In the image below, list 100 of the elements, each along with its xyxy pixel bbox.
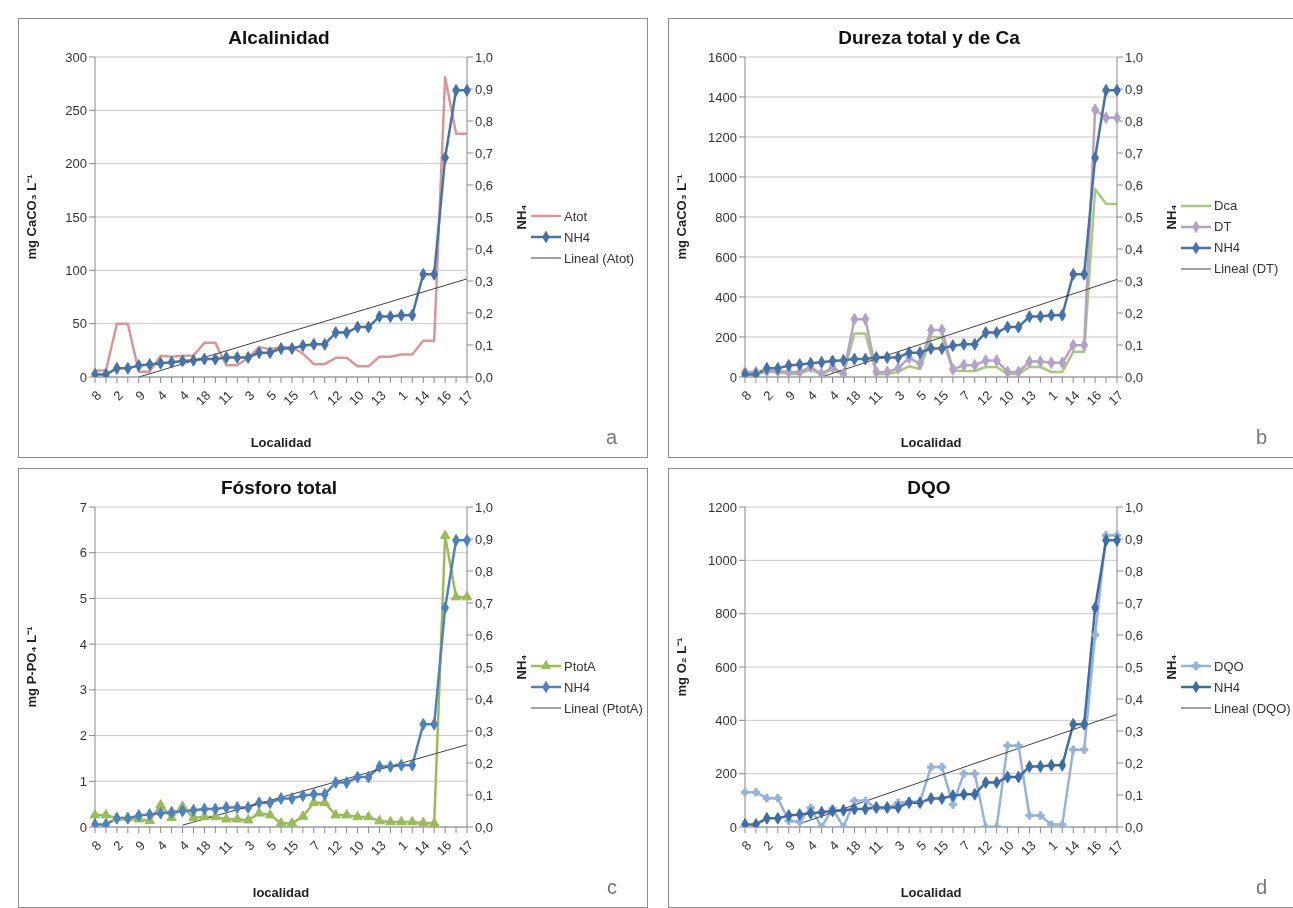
- y2-tick-label: 1,0: [475, 49, 494, 65]
- x-tick-label: 1: [1044, 837, 1061, 854]
- y2-tick-label: 0,4: [1125, 241, 1144, 257]
- y-tick-label: 3: [79, 682, 87, 698]
- text: d: [1255, 876, 1267, 899]
- x-axis-title: localidad: [252, 885, 310, 900]
- x-tick-label: 3: [241, 837, 258, 854]
- x-tick-label: 17: [455, 837, 477, 859]
- y2-tick-label: 0,3: [475, 273, 494, 289]
- y2-tick-label: 0,6: [1125, 627, 1144, 643]
- y2-tick-label: 0,2: [475, 755, 494, 771]
- y-tick-label: 600: [715, 249, 737, 265]
- chart-title: Dureza total y de Ca: [837, 27, 1021, 49]
- y-tick-label: 0: [729, 819, 737, 835]
- y-tick-label: 800: [715, 209, 737, 225]
- y2-tick-label: 0,9: [475, 81, 494, 97]
- text: a: [605, 426, 617, 449]
- y-tick-label: 5: [79, 591, 87, 607]
- x-tick-label: 1: [394, 837, 411, 854]
- x-tick-label: 12: [974, 837, 995, 859]
- y2-tick-label: 0,3: [475, 723, 494, 739]
- y2-tick-label: 0,8: [475, 113, 494, 129]
- y2-axis-title: NH₄: [513, 654, 529, 680]
- chart-title: DQO: [906, 477, 952, 499]
- y2-tick-label: 0,5: [1125, 209, 1144, 225]
- x-tick-label: 5: [913, 387, 930, 404]
- x-tick-label: 15: [280, 837, 302, 859]
- y-tick-label: 7: [79, 499, 87, 515]
- y-tick-label: 150: [65, 209, 87, 225]
- y2-tick-label: 0,3: [1125, 273, 1144, 289]
- x-tick-label: 3: [241, 387, 258, 404]
- x-tick-label: 8: [738, 387, 755, 404]
- x-tick-label: 13: [1017, 837, 1039, 859]
- y-tick-label: 6: [79, 545, 87, 561]
- legend-label: PtotA: [564, 658, 596, 674]
- chart-title: Fósforo total: [219, 477, 339, 499]
- x-tick-label: 9: [782, 387, 798, 404]
- x-tick-label: 8: [88, 387, 105, 404]
- y2-tick-label: 0,5: [475, 209, 494, 225]
- x-tick-label: 2: [760, 387, 777, 404]
- y2-tick-label: 0,7: [1125, 145, 1144, 161]
- x-tick-label: 18: [192, 387, 214, 409]
- x-tick-label: 17: [455, 387, 477, 409]
- legend-label: DT: [1214, 219, 1232, 234]
- y-tick-label: 400: [715, 289, 737, 305]
- x-tick-label: 16: [1083, 837, 1105, 859]
- x-tick-label: 15: [930, 387, 952, 409]
- y-tick-label: 200: [715, 766, 737, 782]
- legend-label: Atot: [564, 208, 588, 224]
- y-tick-label: 100: [65, 262, 87, 278]
- y-tick-label: 200: [715, 329, 737, 345]
- y-tick-label: 250: [65, 102, 87, 118]
- y2-tick-label: 0,6: [1125, 177, 1144, 193]
- y2-tick-label: 0,9: [1125, 81, 1144, 97]
- x-tick-label: 7: [957, 837, 974, 854]
- x-tick-label: 15: [280, 387, 302, 409]
- x-tick-label: 4: [154, 387, 170, 404]
- x-tick-label: 10: [995, 387, 1017, 409]
- y2-tick-label: 0,7: [475, 595, 494, 611]
- y-tick-label: 600: [715, 659, 737, 675]
- y2-tick-label: 0,9: [1125, 531, 1144, 547]
- x-tick-label: 8: [88, 837, 105, 854]
- x-tick-label: 9: [132, 387, 148, 404]
- x-tick-label: 14: [1061, 837, 1083, 859]
- x-tick-label: 12: [324, 387, 345, 409]
- y-tick-label: 0: [79, 369, 87, 385]
- legend-label: Lineal (Atot): [564, 250, 635, 266]
- x-tick-label: 4: [826, 387, 842, 404]
- x-tick-label: 16: [433, 387, 455, 409]
- x-tick-label: 2: [760, 837, 777, 854]
- x-tick-label: 18: [842, 837, 864, 859]
- y2-tick-label: 0,2: [475, 305, 494, 321]
- x-tick-label: 10: [345, 387, 367, 409]
- x-tick-label: 11: [215, 837, 236, 858]
- legend-label: Dca: [1214, 198, 1238, 213]
- y2-tick-label: 0,4: [1125, 691, 1144, 707]
- y-tick-label: 400: [715, 712, 737, 728]
- y-axis-title: mg CaCO₃ L⁻¹: [23, 174, 39, 260]
- y-axis-title: mg P-PO₄ L⁻¹: [23, 626, 39, 708]
- y2-tick-label: 0,2: [1125, 755, 1144, 771]
- x-tick-label: 16: [433, 837, 455, 859]
- x-tick-label: 4: [154, 837, 170, 854]
- x-tick-label: 2: [110, 387, 127, 404]
- y-tick-label: 1000: [708, 169, 737, 185]
- x-axis-title: Localidad: [250, 435, 312, 450]
- y2-tick-label: 0,1: [1125, 787, 1144, 803]
- y-tick-label: 2: [79, 728, 87, 744]
- x-tick-label: 14: [411, 387, 433, 409]
- y-tick-label: 4: [79, 636, 87, 652]
- x-tick-label: 13: [367, 837, 389, 859]
- y2-tick-label: 0,1: [475, 337, 494, 353]
- y2-tick-label: 1,0: [1125, 49, 1144, 65]
- y2-tick-label: 0,7: [475, 145, 494, 161]
- y-tick-label: 1400: [708, 89, 737, 105]
- x-tick-label: 18: [192, 837, 214, 859]
- y2-tick-label: 0,6: [475, 177, 494, 193]
- x-axis-title: Localidad: [900, 435, 962, 450]
- legend-label: Lineal (DT): [1214, 261, 1279, 276]
- y-tick-label: 0: [79, 819, 87, 835]
- y-axis-title: mg O₂ L⁻¹: [673, 637, 689, 697]
